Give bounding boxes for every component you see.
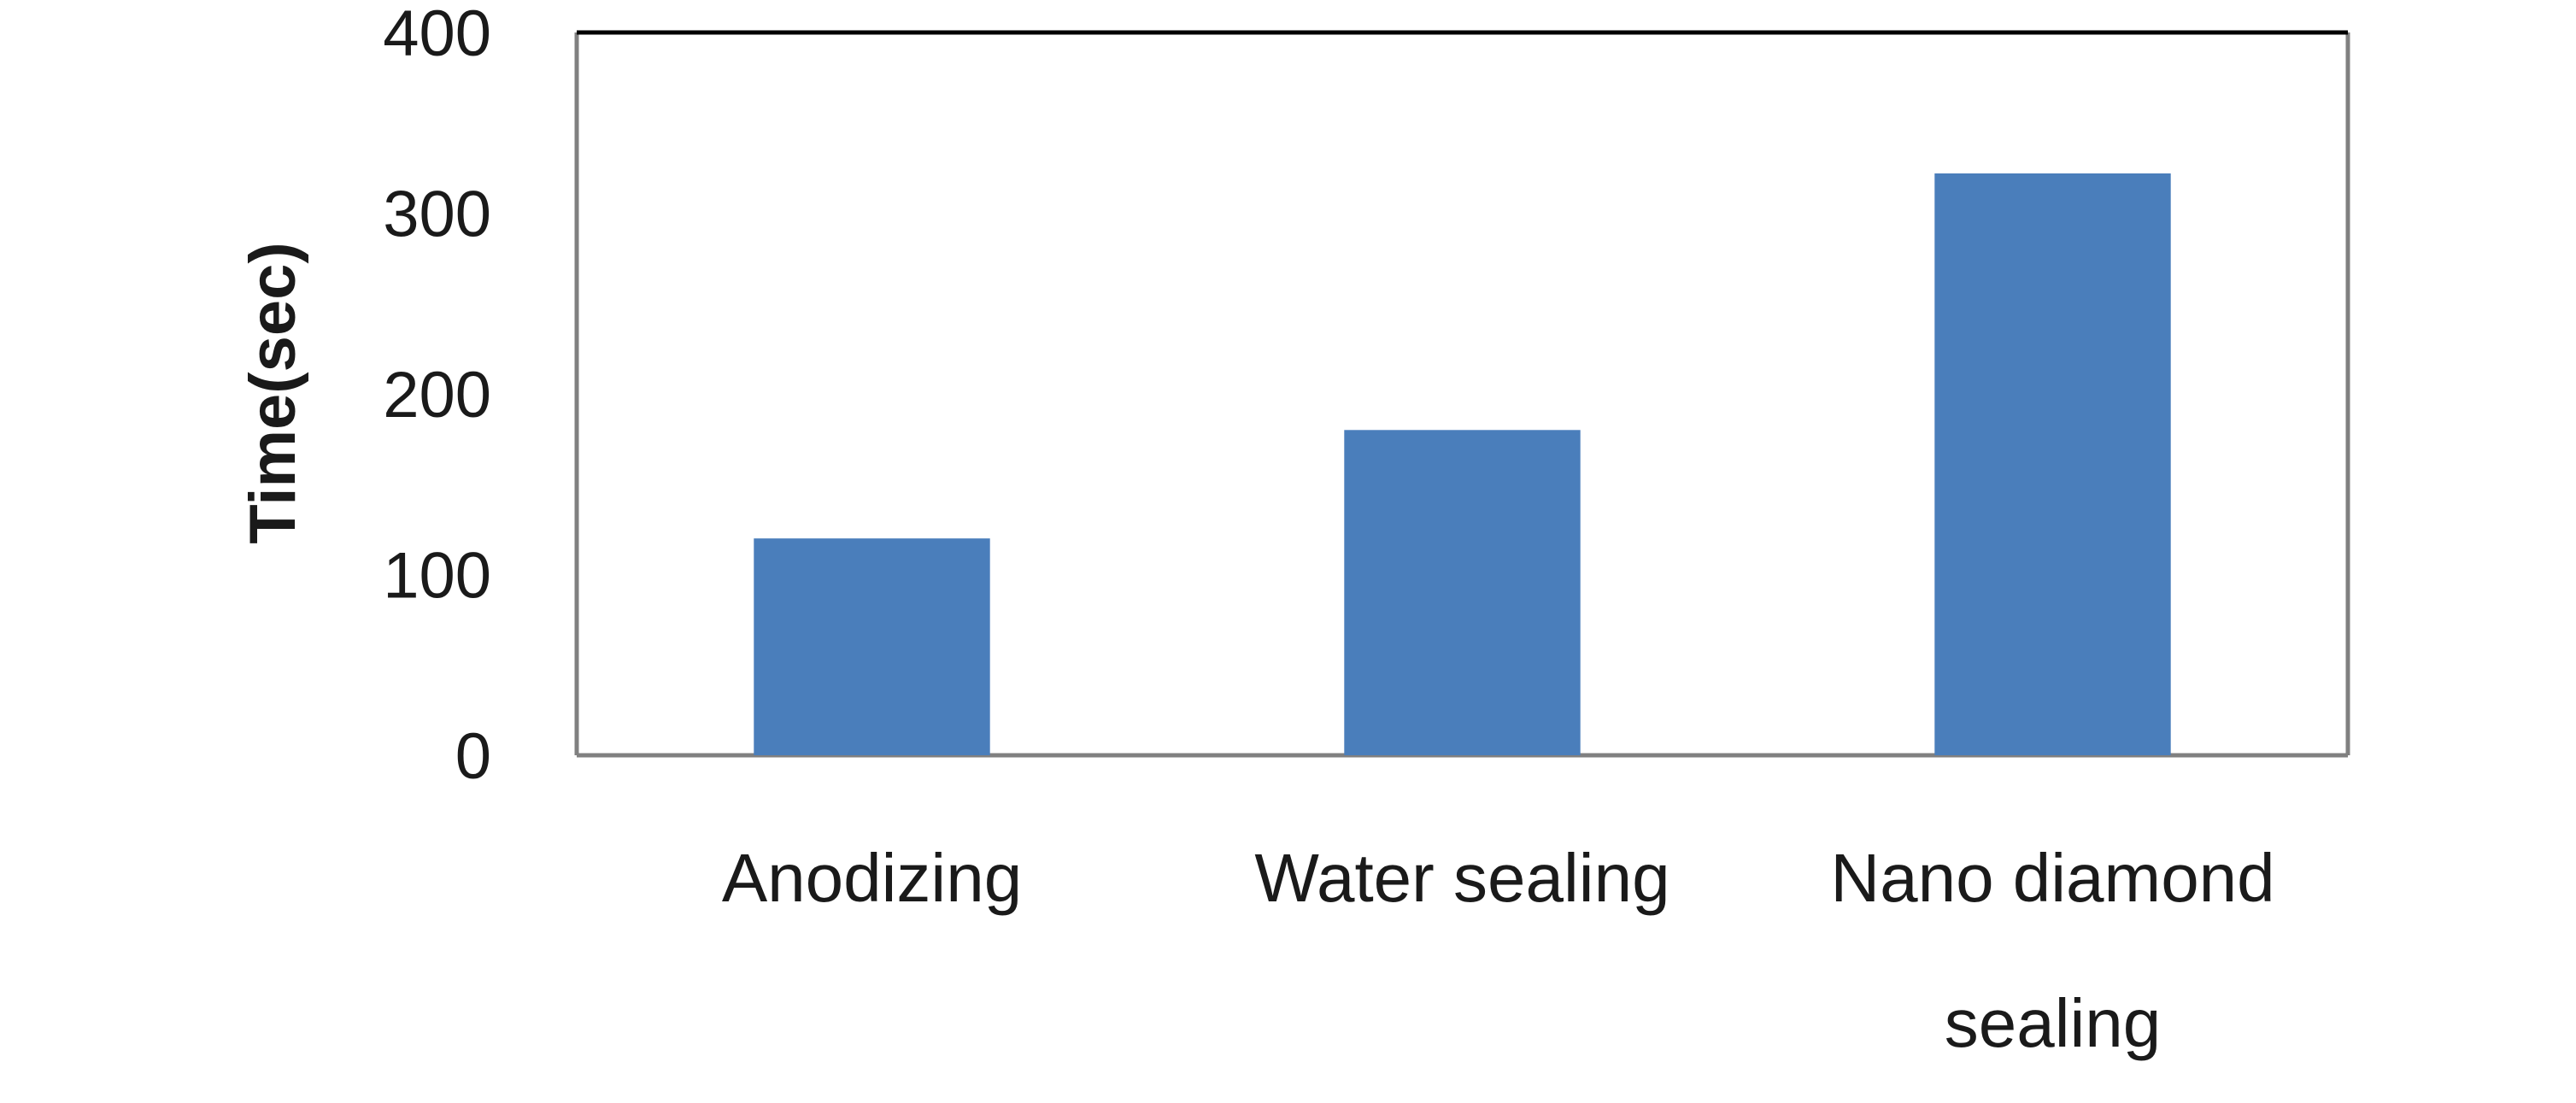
x-tick-label: Water sealing	[1254, 840, 1669, 916]
x-axis-labels: Anodizing Water sealing Nano diamond sealin…	[722, 840, 2275, 1061]
x-tick-label: Nano diamond	[1830, 840, 2274, 916]
y-tick-label: 400	[383, 0, 491, 70]
y-tick-label: 200	[383, 359, 491, 431]
y-axis-label: Time(sec)	[237, 242, 309, 543]
bar-2	[1344, 430, 1581, 755]
x-tick-label: sealing	[1945, 985, 2162, 1061]
y-tick-label: 300	[383, 179, 491, 251]
y-tick-label: 0	[455, 720, 491, 793]
bars-group	[754, 173, 2171, 756]
bar-3	[1934, 173, 2171, 756]
y-axis-ticks: 0 100 200 300 400	[383, 0, 491, 793]
y-tick-label: 100	[383, 540, 491, 613]
bar-1	[754, 538, 990, 755]
x-tick-label: Anodizing	[722, 840, 1022, 916]
